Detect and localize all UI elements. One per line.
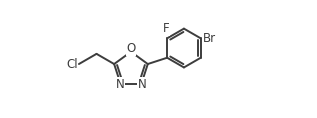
Text: N: N [138, 78, 146, 91]
Text: N: N [116, 78, 124, 91]
Text: F: F [163, 22, 170, 35]
Text: O: O [126, 42, 136, 55]
Text: Br: Br [203, 32, 216, 45]
Text: Cl: Cl [66, 57, 78, 71]
